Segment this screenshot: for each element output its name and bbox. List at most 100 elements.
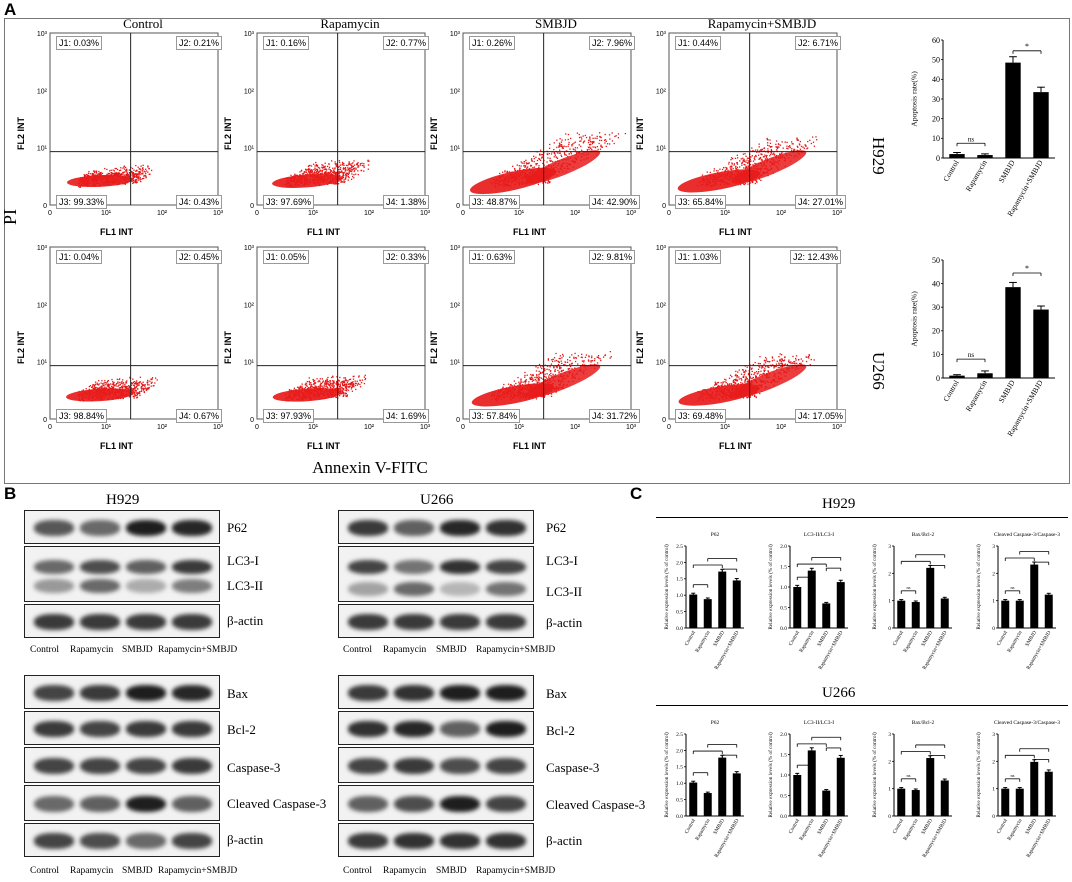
h929-rapamycin-j1: J1: 0.16% xyxy=(263,36,310,50)
flow-plot: 00 10¹ 10¹ 10² 10² 10³ 10³ xyxy=(656,245,843,431)
chart-title: Cleaved Caspase-3/Caspase-3 xyxy=(994,532,1060,538)
category-label: SMBJD xyxy=(997,158,1017,184)
y-tick-label: 40 xyxy=(932,279,940,288)
y-tick-label: 1.5 xyxy=(676,577,683,583)
bar xyxy=(1015,600,1024,628)
blot-strip xyxy=(24,675,220,709)
blot-band xyxy=(34,579,74,594)
y-tick-label: 0 xyxy=(662,203,666,210)
y-tick-label: 1.0 xyxy=(676,593,683,599)
condition-title-control: Control xyxy=(123,16,163,31)
blot-strip xyxy=(24,747,220,783)
blot-band xyxy=(440,833,480,849)
x-tick-label: 10¹ xyxy=(514,210,525,217)
divider xyxy=(656,517,1068,518)
bar xyxy=(1033,309,1049,378)
blot-band xyxy=(440,685,480,701)
y-tick-label: 10³ xyxy=(450,31,461,38)
h929-combo-j4: J4: 27.01% xyxy=(795,195,847,209)
blot-band xyxy=(80,721,120,737)
blot-band xyxy=(440,795,480,813)
bar xyxy=(1033,92,1049,158)
significance-label: ns xyxy=(1010,585,1014,590)
y-tick-label: 0 xyxy=(662,417,666,424)
y-tick-label: 20 xyxy=(932,114,940,123)
blot-strip xyxy=(24,823,220,857)
blot-strip xyxy=(338,510,534,544)
y-tick-label: 3 xyxy=(992,544,995,550)
y-tick-label: 10³ xyxy=(450,245,461,252)
h929-control-j3: J3: 99.33% xyxy=(56,195,108,209)
fl2-label: FL2 INT xyxy=(635,117,645,150)
x-tick-label: 10² xyxy=(364,424,375,431)
h929-smbjd-j3: J3: 48.87% xyxy=(469,195,521,209)
y-tick-label: 0.5 xyxy=(780,605,787,611)
flow-plot: 00 10¹ 10¹ 10² 10² 10³ 10³ xyxy=(37,31,224,217)
fl1-label: FL1 INT xyxy=(513,227,546,237)
condition-title-smbjd: SMBJD xyxy=(535,16,577,31)
h929-control-j1: J1: 0.03% xyxy=(56,36,103,50)
y-tick-label: 10¹ xyxy=(450,146,461,153)
y-tick-label: 0 xyxy=(43,203,47,210)
protein-label-lc3i: LC3-I xyxy=(227,553,259,568)
blot-band xyxy=(34,559,74,574)
chart-title: Bax/Bcl-2 xyxy=(912,720,935,726)
blot-strip xyxy=(24,785,220,821)
blot-band xyxy=(80,757,120,775)
y-tick-label: 2 xyxy=(888,759,891,765)
y-tick-label: 10 xyxy=(932,134,940,143)
y-tick-label: 1.5 xyxy=(780,752,787,758)
bar xyxy=(836,582,845,628)
y-axis-label: Relative expression levels (% of control… xyxy=(871,732,878,818)
blot-strip xyxy=(338,604,534,638)
fl2-label: FL2 INT xyxy=(223,331,233,364)
x-tick-label: 10¹ xyxy=(101,424,112,431)
category-label: Rapamycin xyxy=(902,630,919,654)
blot-band xyxy=(126,685,166,701)
protein-label-lc3ii: LC3-II xyxy=(227,578,264,593)
bar xyxy=(689,782,698,816)
category-label: SMBJD xyxy=(816,630,830,648)
blot-band xyxy=(348,559,388,574)
x-tick-label: 10³ xyxy=(420,210,431,217)
y-tick-label: 2.0 xyxy=(780,544,787,550)
y-axis-label: Relative expression levels (% of control… xyxy=(663,544,670,630)
y-tick-label: 10² xyxy=(37,88,48,95)
y-tick-label: 0 xyxy=(888,814,891,820)
blot-band xyxy=(172,757,212,775)
y-tick-label: 2 xyxy=(888,571,891,577)
blot-band xyxy=(80,795,120,813)
y-tick-label: 10³ xyxy=(244,31,255,38)
blot-band xyxy=(348,757,388,775)
chart-title: P62 xyxy=(711,532,720,538)
x-tick-label: 0 xyxy=(255,210,259,217)
blot-strip xyxy=(338,675,534,709)
y-tick-label: 0 xyxy=(888,626,891,632)
y-tick-label: 10¹ xyxy=(37,146,48,153)
y-tick-label: 10¹ xyxy=(656,146,667,153)
expression-charts-u266: 0.0 0.5 1.0 1.5 2.0 2.5 Relative expression le… xyxy=(663,720,1060,859)
category-label: Control xyxy=(941,379,960,404)
y-tick-label: 40 xyxy=(932,75,940,84)
category-label: SMBJD xyxy=(816,818,830,836)
u266-smbjd-j3: J3: 57.84% xyxy=(469,409,521,423)
condition-title-combo: Rapamycin+SMBJD xyxy=(707,16,817,31)
x-tick-label: 10³ xyxy=(832,210,843,217)
bar xyxy=(822,790,831,816)
h929-rapamycin-j3: J3: 97.69% xyxy=(263,195,315,209)
protein-label-bax: Bax xyxy=(227,686,248,701)
u266-rapamycin-j4: J4: 1.69% xyxy=(383,409,430,423)
blot-band xyxy=(394,614,434,630)
lane-label-combo: Rapamycin+SMBJD xyxy=(158,645,238,655)
fl1-label: FL1 INT xyxy=(513,441,546,451)
u266-casp-chart: 0 1 2 3 Relative expression levels (% of con… xyxy=(975,720,1060,859)
y-tick-label: 0 xyxy=(250,203,254,210)
u266-control-j2: J2: 0.45% xyxy=(176,250,223,264)
apoptosis-chart-h929: 0 10 20 30 40 50 60 Apoptosis rate(%) Control Rap… xyxy=(910,36,1055,218)
y-tick-label: 20 xyxy=(932,327,940,336)
x-tick-label: 10² xyxy=(364,210,375,217)
y-tick-label: 0 xyxy=(992,626,995,632)
blot-band xyxy=(486,833,526,849)
blot-strip xyxy=(338,711,534,745)
flow-plot: 00 10¹ 10¹ 10² 10² 10³ 10³ xyxy=(244,31,431,217)
